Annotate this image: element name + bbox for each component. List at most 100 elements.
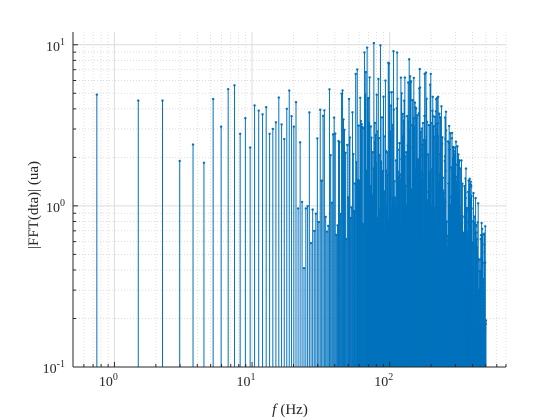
stem-marker	[338, 141, 341, 144]
stem-marker	[375, 93, 378, 97]
stem-marker	[456, 145, 459, 148]
y-tick-label-exponent: -1	[57, 359, 65, 370]
stem-marker	[95, 93, 99, 96]
stem-marker	[470, 207, 473, 210]
stem-marker	[472, 191, 475, 195]
y-tick-label: 101	[46, 37, 65, 55]
y-tick-label-exponent: 0	[60, 198, 65, 209]
stem-marker	[372, 41, 376, 45]
stem-marker	[317, 220, 321, 224]
stem-marker	[430, 121, 433, 125]
stem-marker	[257, 109, 260, 112]
stem-marker	[401, 112, 404, 116]
y-tick-label: 10-1	[43, 359, 65, 377]
stem-marker	[400, 92, 403, 95]
stem-marker	[446, 140, 450, 143]
stem-marker	[356, 68, 359, 71]
stem-marker	[363, 51, 366, 54]
stem-marker	[382, 95, 385, 98]
stem-marker	[447, 124, 451, 128]
stem-marker	[324, 215, 327, 219]
x-tick-label: 102	[374, 372, 393, 390]
stem-marker	[320, 179, 323, 182]
stem-marker	[321, 114, 325, 118]
stem-marker	[373, 121, 377, 125]
stem-marker	[425, 120, 429, 124]
x-tick-label-base: 10	[237, 375, 251, 390]
stem-marker	[202, 161, 206, 165]
stem-marker	[384, 79, 387, 82]
stem-marker	[280, 123, 283, 126]
x-axis-label: f (Hz)	[272, 402, 308, 418]
stem-marker	[429, 72, 432, 76]
stem-marker	[474, 196, 477, 200]
x-tick-label-exponent: 2	[388, 372, 393, 383]
y-tick-label: 100	[46, 198, 65, 216]
stem-marker	[484, 319, 488, 322]
stem-marker	[409, 80, 413, 83]
stem-marker	[450, 131, 454, 135]
stem-marker	[371, 151, 374, 154]
stem-marker	[396, 148, 400, 152]
stem-marker	[306, 205, 309, 208]
stem-marker	[271, 127, 275, 131]
stem-marker	[137, 99, 140, 102]
stem-marker	[330, 201, 334, 205]
axes	[72, 32, 507, 368]
stem-marker	[191, 143, 195, 146]
stem-marker	[476, 202, 480, 205]
stem-marker	[308, 111, 311, 114]
stem-marker	[244, 117, 247, 120]
stem-marker	[460, 159, 463, 162]
stem-marker	[348, 136, 352, 139]
stem-marker	[398, 173, 402, 176]
stem-marker	[367, 96, 370, 100]
stem-marker	[370, 136, 373, 139]
stem-marker	[390, 90, 393, 94]
stem-marker	[233, 84, 236, 87]
stem-marker	[421, 121, 425, 125]
x-tick-label-base: 10	[374, 375, 388, 390]
stem-marker	[368, 76, 371, 79]
stem-marker	[444, 129, 448, 132]
y-tick-label-exponent: 1	[60, 37, 65, 48]
stem-marker	[395, 51, 399, 54]
stem-marker	[392, 50, 395, 53]
stem-marker	[457, 153, 460, 156]
stem-marker	[438, 112, 441, 115]
stem-marker	[344, 151, 347, 155]
stem-marker	[444, 110, 448, 113]
y-tick-label-base: 10	[46, 201, 60, 216]
stem-marker	[377, 136, 381, 140]
stem-marker	[331, 133, 335, 136]
stem-marker	[461, 182, 464, 185]
stem-marker	[377, 77, 380, 81]
x-tick-label-exponent: 0	[113, 372, 118, 383]
stem-marker	[248, 146, 252, 149]
stem-marker	[468, 177, 471, 181]
stem-marker	[480, 221, 483, 225]
stem-marker	[161, 99, 164, 102]
stem-marker	[332, 116, 336, 119]
stem-marker	[253, 104, 256, 107]
stem-marker	[238, 132, 242, 136]
stem-marker	[484, 225, 487, 228]
stem-marker	[290, 115, 293, 118]
stem-marker	[469, 183, 473, 186]
stem-marker	[388, 91, 391, 94]
stem-marker	[264, 105, 268, 109]
stem-marker	[357, 124, 360, 127]
stem-marker	[226, 87, 230, 91]
stem-marker	[455, 175, 458, 179]
stem-marker	[418, 67, 421, 71]
stem-marker	[440, 105, 443, 108]
stem-marker	[387, 62, 391, 65]
stem-marker	[470, 185, 473, 188]
stem-marker	[313, 229, 316, 233]
x-axis-label-unit: (Hz)	[280, 402, 307, 418]
stem-marker	[304, 207, 308, 210]
stem-marker	[261, 113, 264, 116]
stem-marker	[411, 98, 414, 102]
stem-marker	[285, 107, 288, 111]
stem-marker	[441, 136, 444, 139]
